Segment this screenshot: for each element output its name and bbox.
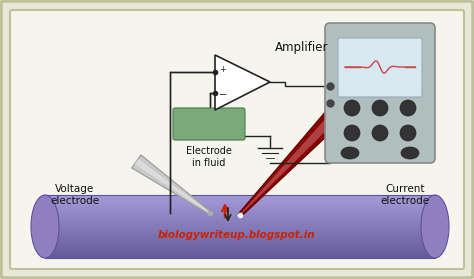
Bar — [45, 237, 435, 239]
Polygon shape — [240, 107, 344, 215]
Bar — [45, 206, 435, 208]
Text: Amplifier: Amplifier — [275, 42, 328, 54]
Polygon shape — [132, 155, 211, 214]
Bar — [45, 250, 435, 252]
Text: Electrode
in fluid: Electrode in fluid — [186, 146, 232, 168]
Bar — [45, 218, 435, 220]
FancyBboxPatch shape — [325, 23, 435, 163]
Text: Voltage
electrode: Voltage electrode — [50, 184, 100, 206]
Bar — [45, 239, 435, 241]
Bar — [45, 208, 435, 210]
FancyBboxPatch shape — [10, 10, 464, 269]
Bar — [45, 203, 435, 206]
Circle shape — [400, 125, 416, 141]
Bar — [45, 222, 435, 224]
Bar — [45, 256, 435, 258]
Bar — [45, 254, 435, 256]
Text: Current
electrode: Current electrode — [381, 184, 429, 206]
Bar — [45, 229, 435, 231]
Bar — [45, 246, 435, 247]
Bar — [45, 214, 435, 216]
Text: +: + — [219, 64, 227, 73]
Bar — [45, 233, 435, 235]
Bar — [45, 227, 435, 229]
Ellipse shape — [401, 147, 419, 159]
Circle shape — [344, 125, 360, 141]
Bar — [45, 247, 435, 250]
Bar — [45, 235, 435, 237]
Polygon shape — [238, 103, 347, 217]
FancyBboxPatch shape — [173, 108, 245, 140]
Bar — [45, 252, 435, 254]
Ellipse shape — [341, 147, 359, 159]
Text: biologywriteup.blogspot.in: biologywriteup.blogspot.in — [158, 230, 316, 240]
Circle shape — [400, 100, 416, 116]
Polygon shape — [135, 159, 210, 213]
Bar — [45, 201, 435, 203]
Ellipse shape — [31, 195, 59, 258]
Text: −: − — [219, 90, 227, 100]
Polygon shape — [215, 55, 270, 110]
Circle shape — [372, 100, 388, 116]
Bar — [45, 224, 435, 227]
Bar — [45, 212, 435, 214]
Bar — [45, 216, 435, 218]
Ellipse shape — [332, 102, 348, 118]
Bar — [45, 220, 435, 222]
FancyBboxPatch shape — [338, 38, 422, 97]
Bar — [45, 197, 435, 199]
Ellipse shape — [421, 195, 449, 258]
Circle shape — [344, 100, 360, 116]
Bar — [45, 195, 435, 197]
Bar — [45, 231, 435, 233]
Bar — [45, 241, 435, 243]
Bar — [45, 210, 435, 212]
Bar — [45, 243, 435, 246]
Circle shape — [372, 125, 388, 141]
Bar — [45, 199, 435, 201]
